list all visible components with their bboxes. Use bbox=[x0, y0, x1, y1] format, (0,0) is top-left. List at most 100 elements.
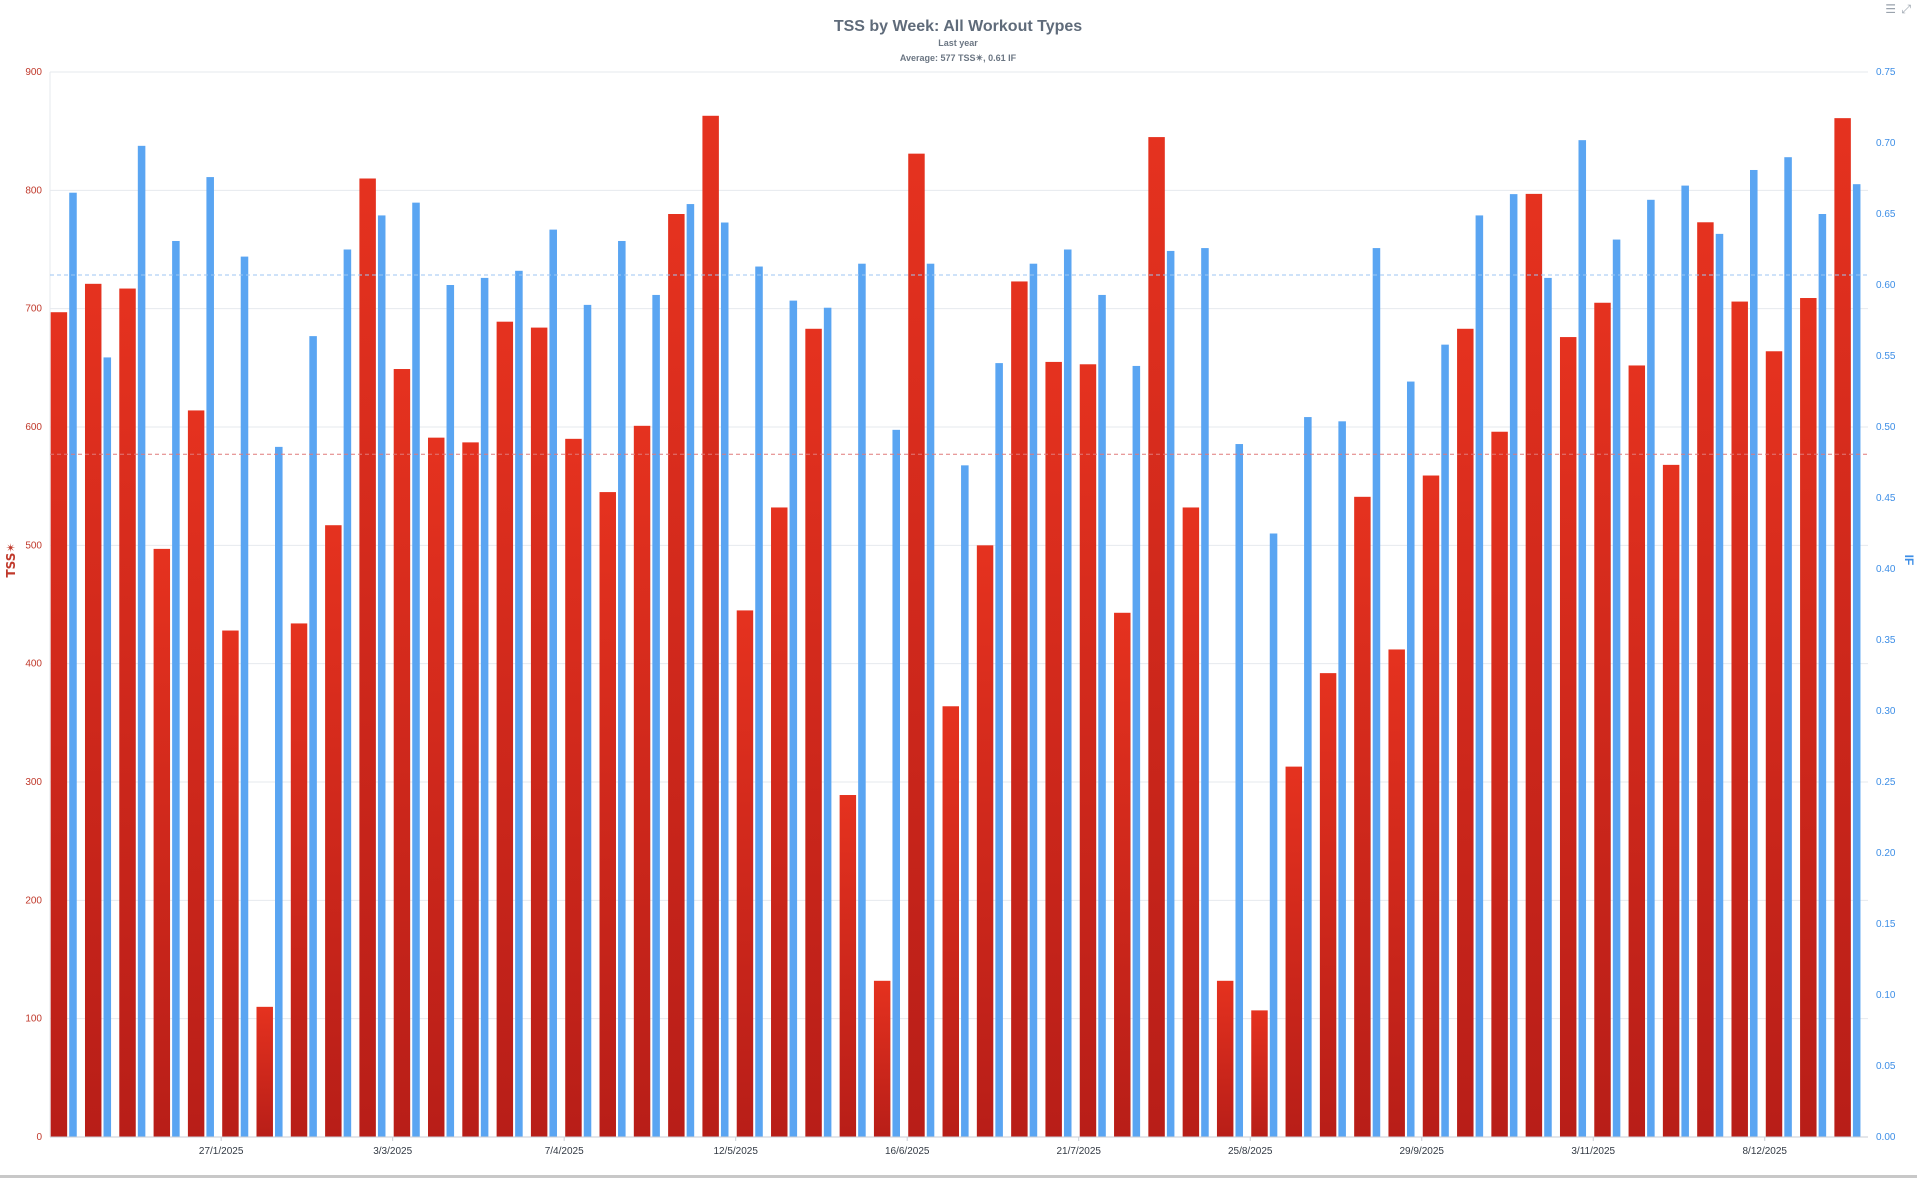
y-left-tick-label: 100 bbox=[25, 1014, 42, 1025]
tss-bar bbox=[1148, 137, 1165, 1138]
tss-bar bbox=[530, 327, 548, 1138]
y-right-tick-label: 0.65 bbox=[1876, 209, 1896, 220]
y-right-tick-label: 0.55 bbox=[1876, 351, 1896, 362]
if-bar bbox=[858, 263, 866, 1137]
if-bar bbox=[412, 202, 420, 1137]
tss-bar bbox=[599, 492, 616, 1137]
y-right-tick-label: 0.40 bbox=[1876, 564, 1896, 575]
tss-bar bbox=[428, 437, 445, 1137]
y-left-tick-label: 200 bbox=[25, 895, 42, 906]
if-bar bbox=[446, 285, 455, 1137]
if-bar bbox=[69, 192, 77, 1137]
tss-bar bbox=[976, 545, 994, 1137]
y-left-tick-label: 900 bbox=[25, 67, 42, 78]
if-bar bbox=[1441, 344, 1449, 1137]
if-bar bbox=[240, 256, 249, 1138]
y-right-tick-label: 0.70 bbox=[1876, 138, 1896, 149]
y-right-tick-label: 0.00 bbox=[1876, 1132, 1896, 1143]
frame-border bbox=[0, 1175, 1917, 1178]
tss-bar bbox=[325, 525, 342, 1137]
y-axis-left-label: TSS✴ bbox=[4, 543, 18, 578]
y-right-tick-label: 0.75 bbox=[1876, 67, 1896, 78]
if-bar bbox=[377, 215, 386, 1138]
tss-bar bbox=[187, 410, 205, 1137]
tss-bar bbox=[1216, 980, 1234, 1137]
if-bar bbox=[618, 240, 626, 1138]
y-right-tick-label: 0.20 bbox=[1876, 848, 1896, 859]
tss-bar bbox=[1354, 496, 1371, 1138]
tss-bar bbox=[1559, 337, 1577, 1138]
if-bar bbox=[1235, 444, 1244, 1137]
hamburger-icon[interactable]: ☰ bbox=[1885, 2, 1897, 16]
if-bar bbox=[1338, 421, 1346, 1137]
if-bar bbox=[583, 304, 592, 1137]
if-bar bbox=[343, 249, 352, 1137]
if-bar bbox=[1166, 250, 1175, 1138]
x-tick-label: 29/9/2025 bbox=[1399, 1146, 1444, 1157]
if-bar bbox=[1750, 169, 1758, 1138]
y-left-tick-label: 400 bbox=[25, 659, 42, 670]
y-right-tick-label: 0.05 bbox=[1876, 1061, 1896, 1072]
tss-bar bbox=[1594, 302, 1611, 1137]
tss-bar bbox=[1457, 328, 1474, 1137]
if-bar bbox=[892, 429, 901, 1138]
y-right-tick-label: 0.25 bbox=[1876, 777, 1896, 788]
if-bar bbox=[1544, 277, 1552, 1137]
tss-bar bbox=[1422, 475, 1440, 1137]
y-right-tick-label: 0.35 bbox=[1876, 635, 1896, 646]
y-left-tick-label: 0 bbox=[36, 1132, 42, 1143]
y-axis-right: 0.00 0.05 0.10 0.15 0.20 0.25 0.30 0.35 0.40 0.45… bbox=[1876, 67, 1896, 1143]
expand-icon[interactable]: ⤢ bbox=[1901, 2, 1911, 16]
if-bar bbox=[275, 446, 283, 1137]
if-bar bbox=[995, 363, 1003, 1138]
chart-title: TSS by Week: All Workout Types bbox=[834, 18, 1082, 35]
x-tick-label: 16/6/2025 bbox=[885, 1146, 930, 1157]
tss-bar bbox=[1319, 673, 1337, 1137]
tss-bar bbox=[496, 321, 514, 1137]
if-bar bbox=[1612, 239, 1621, 1137]
tss-bar bbox=[256, 1006, 273, 1137]
chart-toolbar: ☰ ⤢ bbox=[1883, 2, 1911, 16]
tss-bar bbox=[908, 153, 925, 1137]
if-bar bbox=[1098, 294, 1106, 1137]
if-bar bbox=[480, 277, 489, 1137]
tss-bar bbox=[1525, 193, 1543, 1138]
if-bar bbox=[1578, 140, 1587, 1137]
average-lines bbox=[50, 274, 1868, 1138]
if-bar bbox=[206, 177, 214, 1137]
tss-bar bbox=[1045, 361, 1062, 1138]
tss-bar bbox=[1491, 431, 1508, 1137]
if-bar bbox=[1475, 215, 1484, 1138]
x-tick-label: 8/12/2025 bbox=[1743, 1146, 1788, 1157]
chart-average: Average: 577 TSS✴, 0.61 IF bbox=[900, 53, 1017, 63]
if-bar bbox=[1818, 214, 1827, 1137]
tss-bar bbox=[702, 115, 719, 1138]
x-tick-label: 21/7/2025 bbox=[1056, 1146, 1101, 1157]
tss-bar bbox=[942, 706, 959, 1137]
y-left-tick-label: 500 bbox=[25, 540, 42, 551]
tss-bar bbox=[1800, 298, 1817, 1137]
if-bar bbox=[755, 266, 763, 1137]
chart-subtitle: Last year bbox=[938, 38, 978, 48]
if-bar bbox=[1201, 248, 1209, 1137]
grid-lines bbox=[49, 71, 1868, 1137]
if-bar bbox=[515, 270, 523, 1137]
y-right-tick-label: 0.10 bbox=[1876, 990, 1896, 1001]
x-axis: 27/1/2025 3/3/2025 7/4/2025 12/5/2025 16/6/2… bbox=[199, 1137, 1788, 1157]
x-tick-label: 3/11/2025 bbox=[1571, 1146, 1615, 1157]
if-bar bbox=[1406, 381, 1415, 1137]
tss-bar bbox=[1662, 464, 1680, 1137]
x-tick-label: 3/3/2025 bbox=[373, 1146, 412, 1157]
tss-bar bbox=[633, 425, 651, 1138]
if-bar bbox=[926, 263, 935, 1137]
tss-bar bbox=[1251, 1010, 1268, 1137]
tss-bar bbox=[839, 795, 857, 1137]
x-tick-label: 27/1/2025 bbox=[199, 1146, 244, 1157]
if-bar bbox=[686, 204, 695, 1137]
if-bar bbox=[1132, 365, 1141, 1137]
if-bar bbox=[720, 222, 729, 1137]
tss-bar bbox=[565, 438, 582, 1137]
tss-bar bbox=[50, 312, 68, 1137]
tss-bar bbox=[1079, 364, 1097, 1137]
